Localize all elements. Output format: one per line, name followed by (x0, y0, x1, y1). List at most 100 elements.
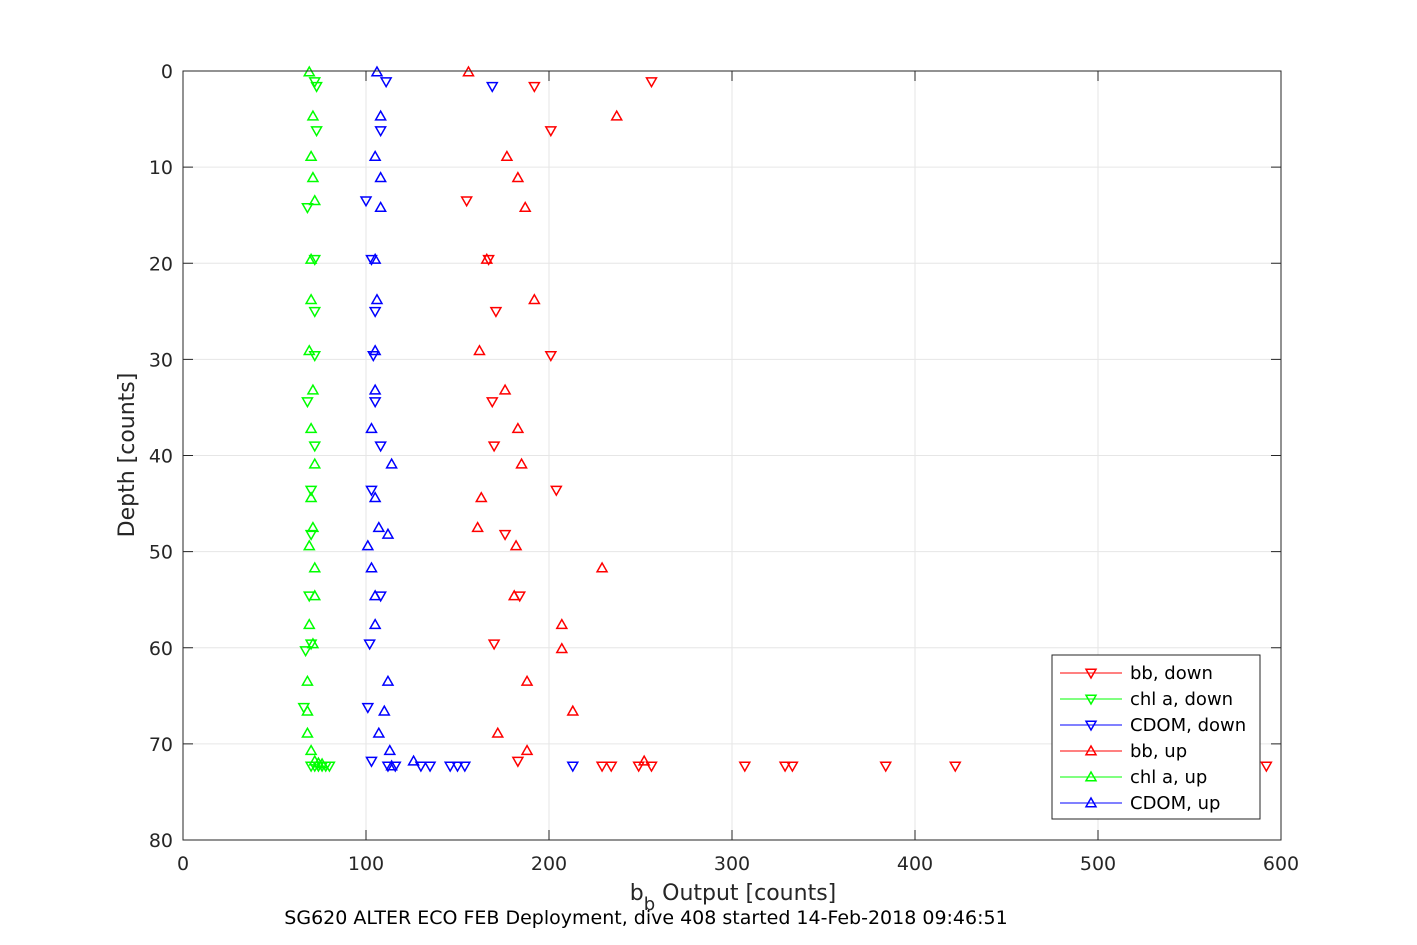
data-point (544, 351, 558, 363)
data-point (511, 756, 525, 768)
series-bb-up (462, 65, 651, 766)
data-point (544, 126, 558, 138)
data-point (368, 491, 382, 503)
x-tick-label: 500 (1080, 853, 1116, 875)
y-tick-label: 50 (149, 542, 173, 564)
data-point (308, 306, 322, 318)
legend-marker (1084, 720, 1098, 732)
data-point (645, 761, 658, 773)
data-point (304, 485, 318, 497)
data-point (301, 397, 314, 409)
data-point (566, 704, 580, 716)
data-point (301, 674, 314, 686)
legend-box (1051, 654, 1261, 820)
data-point (595, 761, 609, 773)
legend-marker (1084, 668, 1098, 680)
data-point (368, 383, 382, 395)
data-point (509, 539, 523, 551)
legend-label: CDOM, up (1130, 793, 1220, 814)
legend-entry: bb, down (1060, 663, 1213, 684)
legend-entry: bb, up (1060, 741, 1187, 762)
data-point (368, 306, 382, 318)
data-point (365, 485, 378, 497)
series-bb-down (460, 77, 1273, 773)
data-point (738, 761, 752, 773)
data-point (304, 744, 318, 756)
data-point (474, 491, 488, 503)
legend-label: bb, up (1130, 741, 1187, 762)
series-chl-a-up (301, 65, 329, 769)
data-point (308, 351, 322, 363)
legend: bb, down chl a, down CDOM, down bb, up chl a… (1051, 654, 1261, 820)
data-point (487, 441, 501, 453)
legend-marker (1084, 744, 1098, 756)
y-axis-label: Depth [counts] (115, 373, 140, 538)
data-point (645, 77, 658, 89)
data-point (302, 618, 316, 630)
data-point (304, 293, 318, 305)
x-tick-label: 300 (714, 853, 750, 875)
data-point (315, 757, 329, 769)
data-point (566, 761, 580, 773)
data-point (381, 674, 395, 686)
data-point (365, 756, 378, 768)
y-tick-label: 10 (149, 157, 173, 179)
data-point (304, 150, 318, 162)
x-axis-label-subscript: b (644, 894, 655, 915)
data-point (308, 194, 322, 206)
footer-caption: SG620 ALTER ECO FEB Deployment, dive 408… (284, 907, 1007, 929)
y-tick-label: 30 (149, 349, 173, 371)
data-point (301, 704, 314, 716)
data-point (365, 254, 378, 266)
data-point (310, 81, 323, 93)
data-point (301, 726, 314, 738)
x-tick-label: 0 (177, 853, 189, 875)
legend-entry: CDOM, down (1060, 715, 1246, 736)
data-point (388, 761, 402, 773)
data-point (308, 441, 322, 453)
legend-entry: chl a, down (1060, 689, 1233, 710)
y-tick-label: 70 (149, 734, 173, 756)
data-point (363, 639, 376, 651)
data-point (515, 457, 528, 469)
data-point (385, 457, 398, 469)
data-point (520, 744, 534, 756)
data-point (308, 254, 322, 266)
data-point (368, 344, 382, 356)
data-point (304, 422, 318, 434)
data-point (302, 539, 316, 551)
data-point (381, 761, 395, 773)
data-point (374, 171, 387, 183)
data-point (374, 200, 387, 212)
data-point (500, 150, 514, 162)
data-point (487, 639, 501, 651)
data-point (304, 529, 318, 541)
legend-marker (1084, 796, 1098, 808)
data-point (498, 529, 512, 541)
data-point (306, 637, 320, 649)
data-point (306, 109, 320, 121)
data-point (498, 383, 512, 395)
data-point (460, 196, 473, 208)
x-axis-label: bb Output [counts] (630, 881, 837, 915)
data-point (451, 761, 464, 773)
data-point (361, 539, 375, 551)
legend-entry: chl a, up (1060, 767, 1207, 788)
data-point (365, 561, 378, 573)
data-point (482, 254, 495, 266)
data-point (368, 150, 382, 162)
data-point (637, 754, 651, 766)
data-point (604, 761, 618, 773)
data-point (471, 521, 484, 533)
data-point (359, 196, 373, 208)
legend-label: bb, down (1130, 663, 1213, 684)
legend-marker (1084, 770, 1098, 782)
data-point (528, 81, 541, 93)
data-point (308, 457, 322, 469)
x-axis-label-main: b (630, 881, 644, 906)
data-point (879, 761, 893, 773)
series-cdom-down (359, 77, 580, 773)
data-point (595, 561, 609, 573)
data-point (458, 761, 472, 773)
data-point (374, 109, 387, 121)
